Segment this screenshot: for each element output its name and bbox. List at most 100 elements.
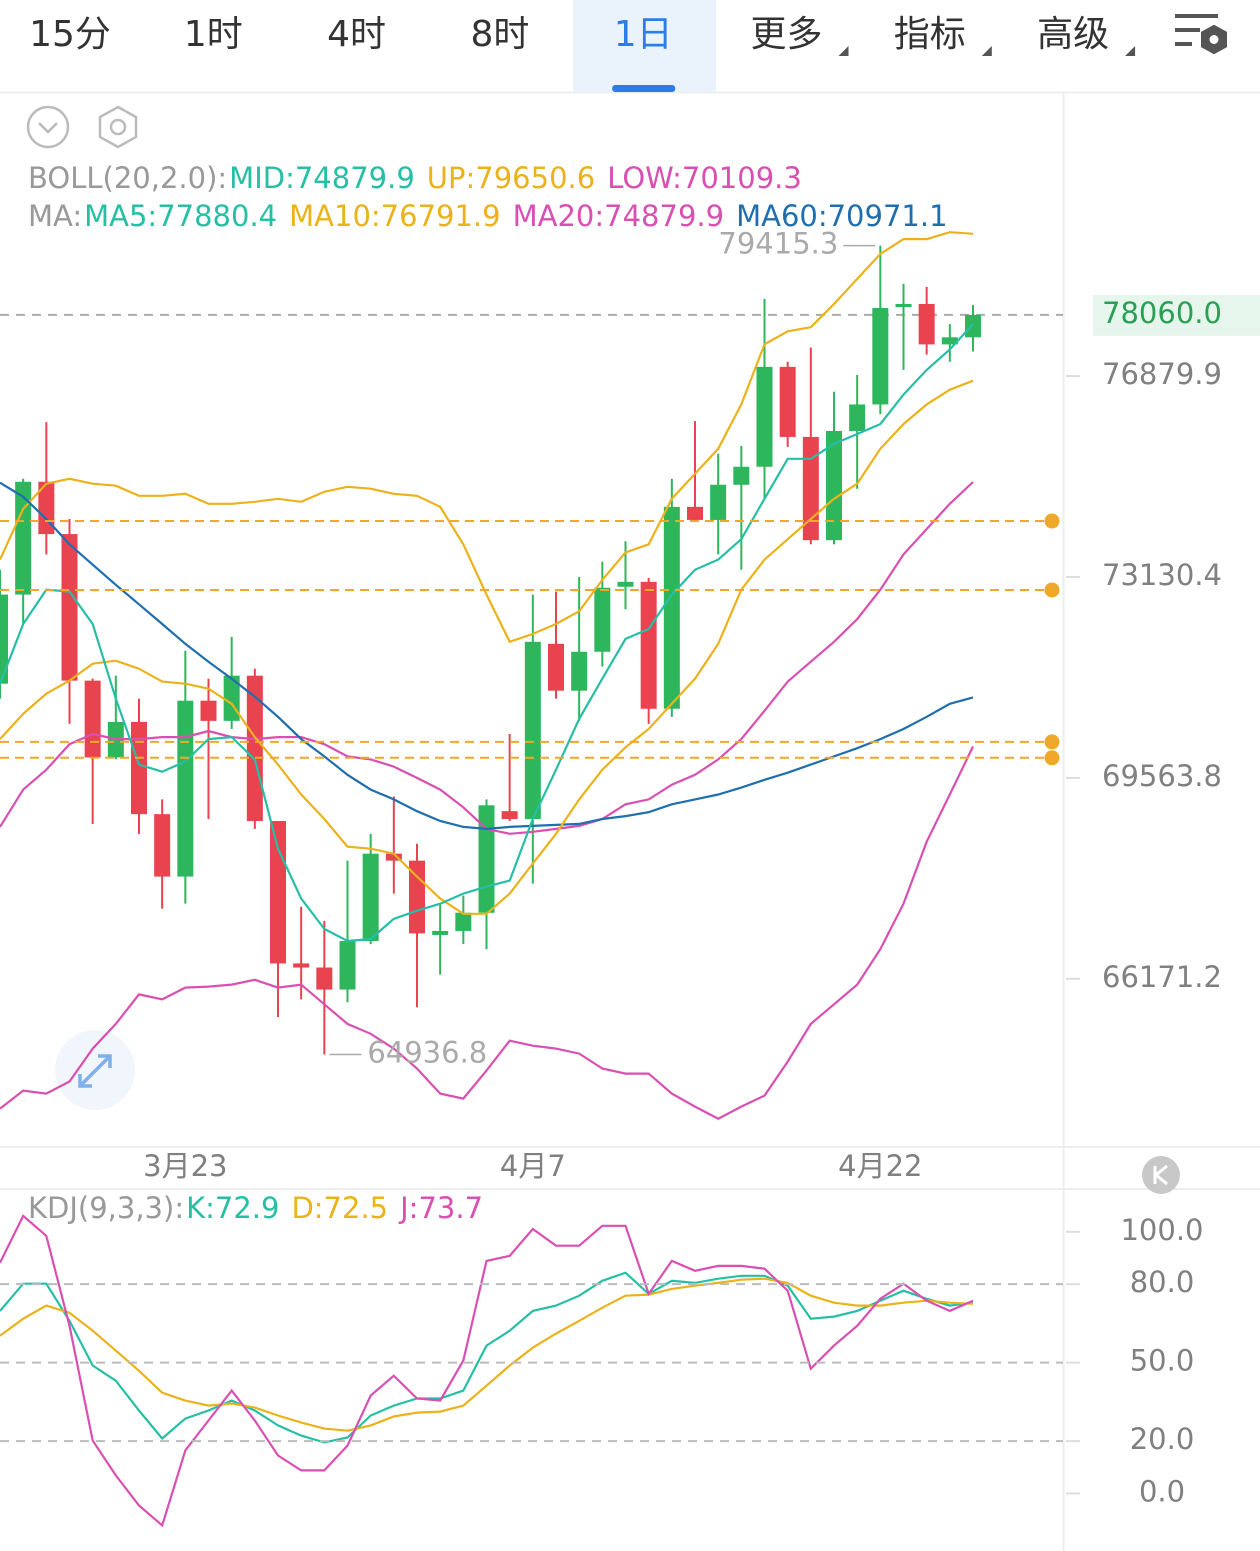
tab[interactable]: 1时	[184, 14, 243, 55]
candle-body	[154, 814, 171, 877]
tab[interactable]: 高级	[1037, 14, 1109, 55]
legend-item: MA20:74879.9	[513, 199, 724, 233]
candle-body	[177, 700, 194, 877]
candle-body	[455, 912, 472, 931]
candle-body	[61, 534, 78, 681]
tab[interactable]: 8时	[470, 14, 529, 55]
candle-body	[895, 303, 912, 307]
candle-body	[941, 337, 958, 345]
icon-circle	[26, 105, 70, 149]
min-label: 64936.8	[367, 1035, 487, 1069]
y-tick-label: 0.0	[1139, 1474, 1185, 1508]
tab-indicator	[612, 85, 676, 92]
candle-body	[316, 967, 333, 990]
x-tick-label: 4月22	[838, 1149, 922, 1183]
indicator-line	[0, 379, 974, 915]
candle-body	[826, 430, 842, 541]
candle-body	[0, 594, 8, 684]
candle-body	[501, 811, 518, 820]
tab[interactable]: 4时	[327, 14, 386, 55]
y-tick-label: 100.0	[1120, 1213, 1203, 1247]
indicator-line	[0, 746, 974, 1120]
candle-body	[524, 641, 541, 820]
tab-active-bg	[573, 0, 717, 92]
last-price-box	[1093, 294, 1260, 336]
collapse-icon[interactable]	[26, 105, 70, 149]
candle-body	[779, 366, 796, 437]
indicator-line	[0, 481, 974, 831]
candle-body	[594, 587, 611, 652]
legend-item: J:73.7	[398, 1191, 483, 1225]
candle-body	[687, 506, 703, 520]
candle-body	[409, 860, 425, 934]
candle-body	[965, 314, 981, 338]
candle-body	[15, 481, 32, 595]
candle-body	[293, 963, 310, 968]
legend-item: MID:74879.9	[229, 161, 415, 195]
kdj-area	[0, 1214, 974, 1528]
dropdown-arrow	[838, 46, 849, 56]
candle-body	[733, 466, 750, 485]
candle-body	[270, 821, 286, 964]
settings-icon[interactable]	[1175, 14, 1227, 55]
legend-item: D:72.5	[291, 1191, 388, 1225]
tab[interactable]: 1日	[614, 14, 673, 55]
last-price-label: 78060.0	[1102, 296, 1222, 330]
indicator-legend: MA:MA5:77880.4 MA10:76791.9 MA20:74879.9 MA…	[28, 199, 948, 233]
icon-dot	[1209, 35, 1219, 44]
legend-item: UP:79650.6	[427, 161, 595, 195]
legend-item: K:72.9	[186, 1191, 279, 1225]
candle-body	[84, 680, 101, 758]
legend-label: KDJ(9,3,3):	[28, 1191, 184, 1225]
legend-item: MA5:77880.4	[84, 199, 277, 233]
price-line-dot	[1044, 734, 1060, 750]
candle-body	[571, 651, 588, 691]
tab[interactable]: 指标	[894, 14, 966, 55]
indicator-legend: BOLL(20,2.0):MID:74879.9 UP:79650.6 LOW:70…	[28, 161, 802, 195]
settings-button[interactable]	[98, 105, 138, 149]
legend-label: MA:	[28, 199, 82, 233]
candle-body	[339, 941, 356, 990]
candle-body	[918, 303, 935, 345]
dropdown-arrow	[981, 46, 992, 56]
y-tick-label: 20.0	[1130, 1422, 1195, 1456]
x-tick-label: 3月23	[143, 1149, 227, 1183]
legend-item: MA60:70971.1	[736, 199, 947, 233]
price-line-dot	[1044, 513, 1060, 529]
indicator-line	[0, 231, 974, 644]
max-label: 79415.3	[718, 227, 838, 261]
y-tick-label: 50.0	[1130, 1344, 1195, 1378]
candle-body	[362, 853, 379, 942]
legend-label: BOLL(20,2.0):	[28, 161, 227, 195]
candle-body	[478, 805, 495, 913]
tab[interactable]: 更多	[750, 14, 822, 55]
indicator-line	[0, 323, 974, 943]
badge-k	[1153, 1164, 1168, 1186]
candle-body	[872, 308, 889, 405]
candle-body	[617, 581, 634, 587]
x-tick-label: 4月7	[500, 1149, 566, 1183]
icon-hex	[98, 105, 138, 149]
y-tick-label: 80.0	[1130, 1265, 1195, 1299]
icon-chevron	[38, 122, 58, 134]
fullscreen-button[interactable]	[55, 1030, 135, 1110]
candle-body	[200, 700, 217, 721]
y-tick-label: 69563.8	[1102, 759, 1222, 793]
tab[interactable]: 15分	[29, 14, 111, 55]
dropdown-arrow	[1125, 46, 1136, 56]
candle-body	[756, 366, 773, 467]
price-line-dot	[1044, 750, 1060, 766]
candle-body	[710, 484, 727, 520]
kdj-line	[0, 1277, 974, 1432]
kdj-line	[0, 1214, 974, 1528]
candle-body	[548, 643, 564, 691]
legend-item: LOW:70109.3	[607, 161, 802, 195]
candle-body	[246, 675, 263, 822]
candle-body	[131, 721, 147, 815]
kdj-line	[0, 1271, 974, 1444]
kdj-badge[interactable]	[1142, 1156, 1180, 1194]
candle-body	[849, 404, 866, 431]
candle-body	[432, 930, 449, 935]
